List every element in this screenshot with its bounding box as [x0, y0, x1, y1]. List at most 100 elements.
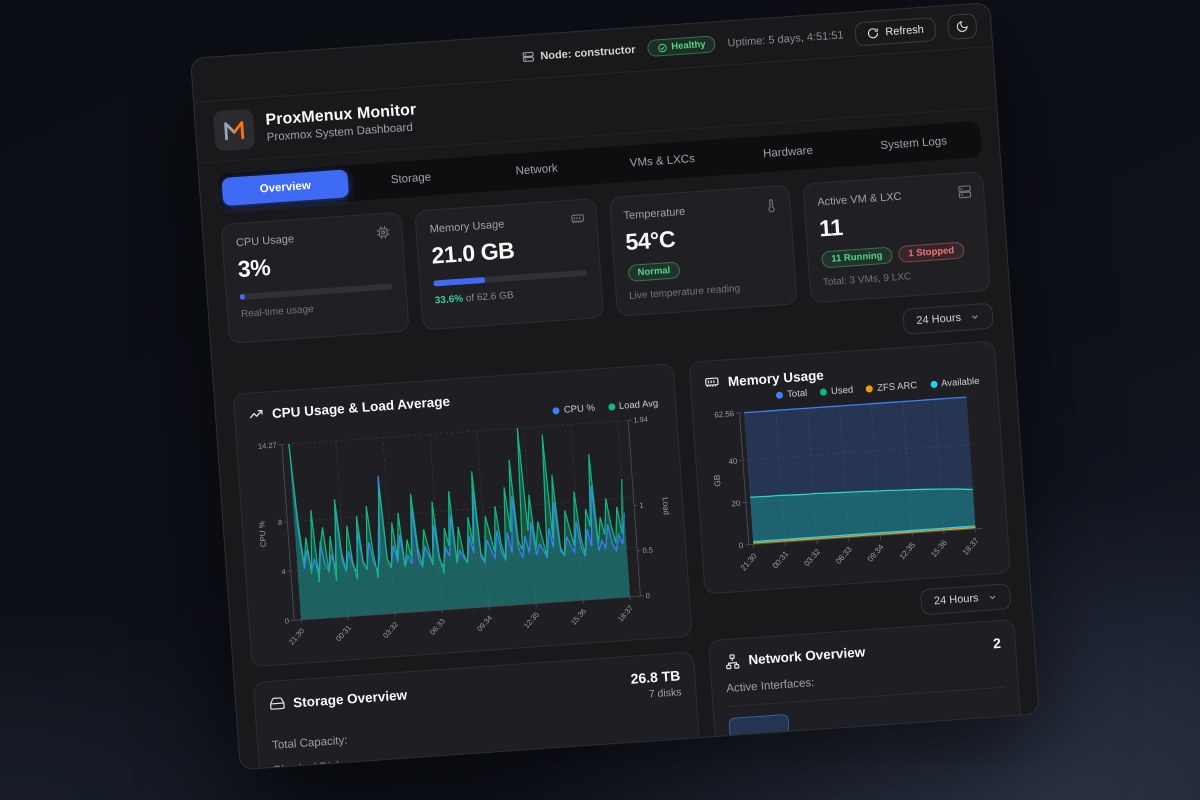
app-header: ProxMenux Monitor Proxmox System Dashboa…	[194, 47, 997, 164]
svg-text:12:35: 12:35	[897, 540, 917, 561]
svg-text:06:33: 06:33	[834, 545, 854, 566]
legend-item: Used	[819, 385, 854, 398]
tab-system-logs[interactable]: System Logs	[880, 135, 948, 153]
chevron-down-icon	[989, 595, 996, 599]
memory-icon	[705, 377, 719, 388]
memory-icon	[570, 214, 584, 224]
svg-text:09:34: 09:34	[866, 542, 886, 563]
svg-text:06:33: 06:33	[428, 617, 447, 637]
top-status-bar: Node: constructor Healthy Uptime: 5 days…	[191, 3, 993, 103]
memory-chart-card: Memory Usage Total Used ZFS ARC Available 0…	[688, 340, 1011, 594]
tab-storage[interactable]: Storage	[390, 171, 432, 187]
legend-item: Load Avg	[607, 398, 659, 412]
hard-drive-icon	[269, 697, 285, 710]
stat-cards-row: CPU Usage 3% Real-time usage Memory Usag…	[220, 170, 992, 344]
svg-text:00:31: 00:31	[771, 549, 791, 570]
theme-toggle-button[interactable]	[946, 13, 978, 41]
cpu-icon	[376, 226, 390, 239]
vm-stopped-badge: 1 Stopped	[897, 241, 965, 264]
left-column: CPU Usage & Load Average CPU % Load Avg 0…	[232, 363, 702, 771]
svg-text:62.56: 62.56	[714, 409, 735, 419]
tab-vms-lxcs[interactable]: VMs & LXCs	[629, 153, 696, 170]
network-row-active-interfaces: Active Interfaces:	[725, 676, 815, 695]
chart-title: Memory Usage	[727, 367, 825, 389]
proxmenux-m-icon	[224, 121, 245, 141]
moon-icon	[956, 20, 968, 32]
tab-network[interactable]: Network	[515, 162, 559, 178]
svg-text:1.94: 1.94	[633, 415, 648, 425]
svg-text:GB: GB	[712, 474, 723, 487]
legend-item: Total	[775, 388, 808, 401]
svg-text:0: 0	[739, 541, 745, 550]
memory-value: 21.0 GB	[430, 236, 516, 269]
svg-text:8: 8	[278, 518, 283, 527]
server-rack-icon	[958, 185, 972, 199]
network-title: Network Overview	[747, 644, 866, 668]
network-interfaces-count: 2	[992, 634, 1002, 651]
svg-text:40: 40	[728, 457, 738, 467]
storage-capacity-value: 26.8 TB	[630, 667, 681, 687]
svg-text:03:32: 03:32	[802, 547, 822, 568]
svg-text:15:36: 15:36	[569, 607, 588, 627]
health-badge: Healthy	[646, 35, 717, 58]
vm-running-badge: 11 Running	[820, 246, 893, 269]
memory-usage-card: Memory Usage 21.0 GB 33.6% of 62.6 GB	[414, 198, 604, 331]
svg-text:00:31: 00:31	[334, 623, 353, 643]
dashboard-window: Node: constructor Healthy Uptime: 5 days…	[190, 2, 1040, 771]
storage-overview-card: Storage Overview 26.8 TB 7 disks Total C…	[252, 651, 702, 771]
vm-count-value: 11	[818, 213, 844, 242]
tab-overview[interactable]: Overview	[221, 169, 350, 207]
app-titles: ProxMenux Monitor Proxmox System Dashboa…	[265, 101, 418, 143]
svg-text:20: 20	[731, 499, 741, 509]
check-circle-icon	[658, 43, 667, 52]
cpu-progress	[239, 283, 393, 301]
memory-percent: 33.6%	[434, 293, 464, 307]
svg-text:0: 0	[284, 616, 289, 625]
svg-text:0.5: 0.5	[642, 545, 653, 555]
legend-item: Available	[929, 376, 980, 390]
storage-title: Storage Overview	[292, 687, 408, 711]
memory-chart-canvas: 0 20 40 62.56 21:30 00:31 03:32 06:33 09:34 12:35…	[712, 396, 983, 572]
network-icon	[726, 653, 740, 669]
cpu-usage-card: CPU Usage 3% Real-time usage	[220, 211, 410, 344]
svg-text:Load: Load	[661, 497, 671, 515]
svg-text:CPU %: CPU %	[257, 521, 268, 547]
time-range-dropdown[interactable]: 24 Hours	[902, 302, 994, 335]
node-indicator: Node: constructor	[521, 43, 636, 64]
svg-text:18:37: 18:37	[616, 603, 635, 623]
storage-summary: 26.8 TB 7 disks	[630, 668, 682, 702]
svg-text:03:32: 03:32	[381, 620, 400, 640]
server-icon	[522, 51, 534, 63]
svg-text:0: 0	[645, 591, 650, 600]
memory-of-total: of 62.6 GB	[465, 290, 514, 305]
svg-text:15:36: 15:36	[929, 538, 949, 559]
chevron-down-icon	[972, 315, 978, 319]
svg-text:21:30: 21:30	[287, 626, 306, 646]
svg-text:18:37: 18:37	[961, 536, 981, 557]
temperature-status-badge: Normal	[627, 261, 681, 282]
trending-up-icon	[249, 409, 263, 419]
legend-item: CPU %	[552, 403, 595, 417]
svg-text:1: 1	[639, 501, 644, 510]
node-label: Node: constructor	[539, 43, 636, 63]
svg-text:09:34: 09:34	[475, 613, 494, 633]
legend-item: ZFS ARC	[865, 380, 918, 395]
storage-disks-value: 7 disks	[648, 686, 682, 701]
memory-progress	[433, 269, 587, 287]
network-overview-card: Network Overview 2 Active Interfaces:	[707, 618, 1023, 759]
refresh-icon	[868, 27, 879, 38]
network-interface-chip[interactable]	[728, 713, 790, 738]
app-logo	[212, 108, 256, 152]
cpu-load-chart-card: CPU Usage & Load Average CPU % Load Avg 0…	[232, 363, 693, 668]
uptime-label: Uptime: 5 days, 4:51:51	[727, 28, 844, 49]
cpu-value: 3%	[236, 253, 272, 283]
time-range-dropdown-2[interactable]: 24 Hours	[920, 582, 1012, 615]
svg-text:14.27: 14.27	[258, 441, 277, 451]
svg-text:12:35: 12:35	[522, 610, 541, 630]
svg-text:4: 4	[281, 567, 286, 576]
refresh-button[interactable]: Refresh	[854, 16, 937, 46]
temperature-value: 54°C	[624, 225, 676, 256]
right-column: Memory Usage Total Used ZFS ARC Available 0…	[688, 340, 1023, 759]
tab-hardware[interactable]: Hardware	[762, 144, 814, 161]
thermometer-icon	[768, 199, 775, 213]
